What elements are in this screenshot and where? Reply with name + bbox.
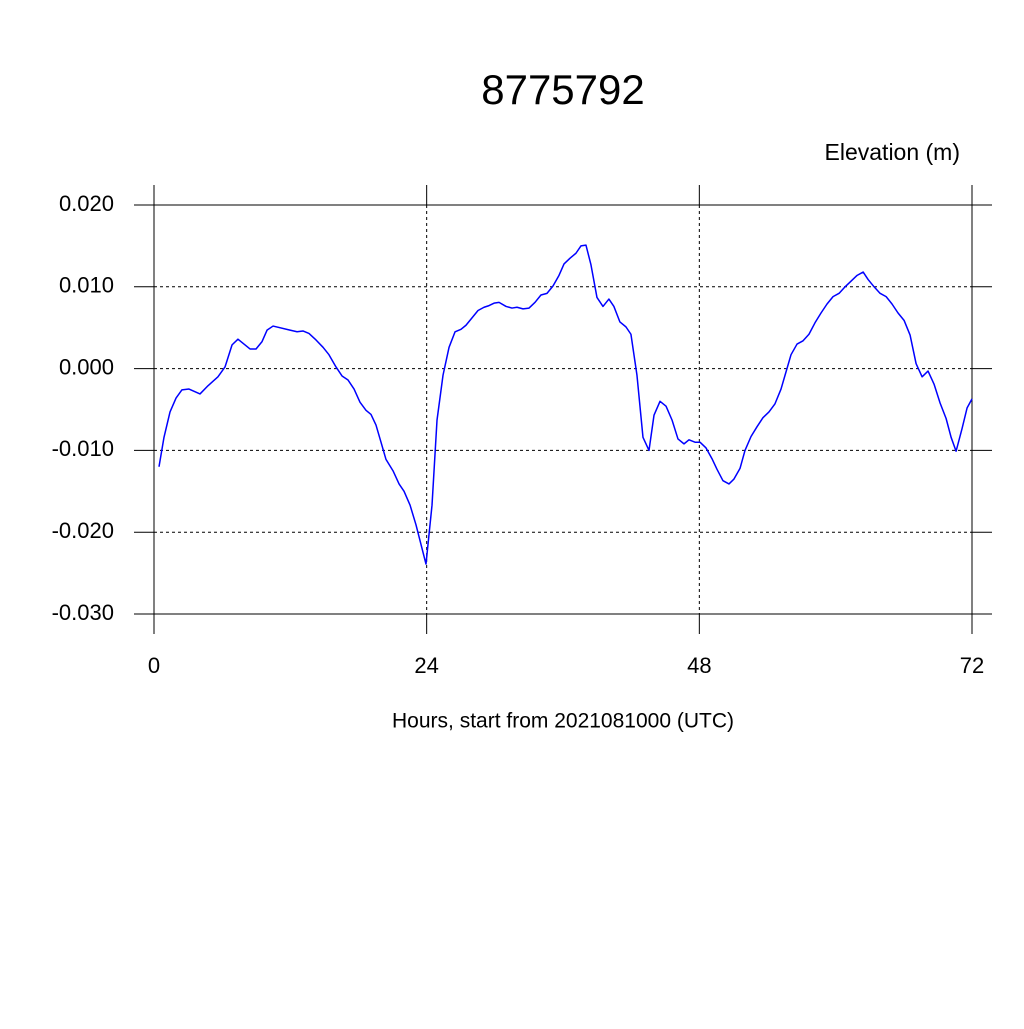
y-axis-label: Elevation (m) <box>825 139 960 165</box>
x-tick-label: 0 <box>148 653 160 678</box>
y-tick-label: -0.020 <box>52 518 114 543</box>
x-tick-label: 72 <box>960 653 984 678</box>
y-tick-label: 0.000 <box>59 354 114 379</box>
x-axis-label: Hours, start from 2021081000 (UTC) <box>392 710 734 733</box>
y-tick-label: 0.020 <box>59 191 114 216</box>
y-tick-label: 0.010 <box>59 273 114 298</box>
chart-title: 8775792 <box>481 66 645 113</box>
data-line <box>158 244 973 565</box>
x-tick-label: 24 <box>414 653 438 678</box>
y-tick-label: -0.010 <box>52 436 114 461</box>
y-tick-label: -0.030 <box>52 600 114 625</box>
x-tick-label: 48 <box>687 653 711 678</box>
